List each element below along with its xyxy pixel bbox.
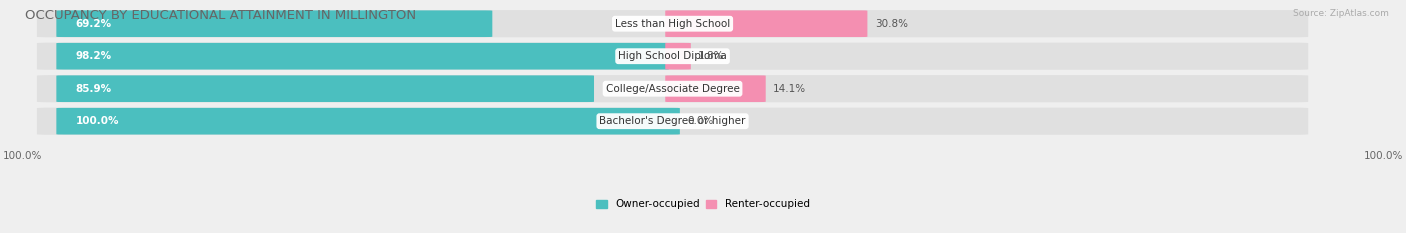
FancyBboxPatch shape	[37, 43, 1308, 70]
FancyBboxPatch shape	[37, 10, 1308, 37]
FancyBboxPatch shape	[37, 108, 1308, 135]
Text: College/Associate Degree: College/Associate Degree	[606, 84, 740, 94]
Text: 100.0%: 100.0%	[76, 116, 120, 126]
FancyBboxPatch shape	[665, 75, 766, 102]
FancyBboxPatch shape	[665, 43, 690, 69]
Text: 0.0%: 0.0%	[688, 116, 713, 126]
Text: Less than High School: Less than High School	[614, 19, 730, 29]
Text: OCCUPANCY BY EDUCATIONAL ATTAINMENT IN MILLINGTON: OCCUPANCY BY EDUCATIONAL ATTAINMENT IN M…	[25, 9, 416, 22]
Text: 30.8%: 30.8%	[875, 19, 908, 29]
Text: 85.9%: 85.9%	[76, 84, 112, 94]
Text: 14.1%: 14.1%	[773, 84, 806, 94]
FancyBboxPatch shape	[56, 75, 593, 102]
FancyBboxPatch shape	[56, 108, 681, 134]
FancyBboxPatch shape	[37, 75, 1308, 102]
FancyBboxPatch shape	[56, 43, 669, 69]
FancyBboxPatch shape	[665, 10, 868, 37]
Text: 1.8%: 1.8%	[699, 51, 724, 61]
Text: 100.0%: 100.0%	[3, 151, 42, 161]
Legend: Owner-occupied, Renter-occupied: Owner-occupied, Renter-occupied	[596, 199, 810, 209]
Text: 69.2%: 69.2%	[76, 19, 112, 29]
FancyBboxPatch shape	[56, 10, 492, 37]
Text: Bachelor's Degree or higher: Bachelor's Degree or higher	[599, 116, 745, 126]
Text: 98.2%: 98.2%	[76, 51, 112, 61]
Text: High School Diploma: High School Diploma	[619, 51, 727, 61]
Text: Source: ZipAtlas.com: Source: ZipAtlas.com	[1294, 9, 1389, 18]
Text: 100.0%: 100.0%	[1364, 151, 1403, 161]
